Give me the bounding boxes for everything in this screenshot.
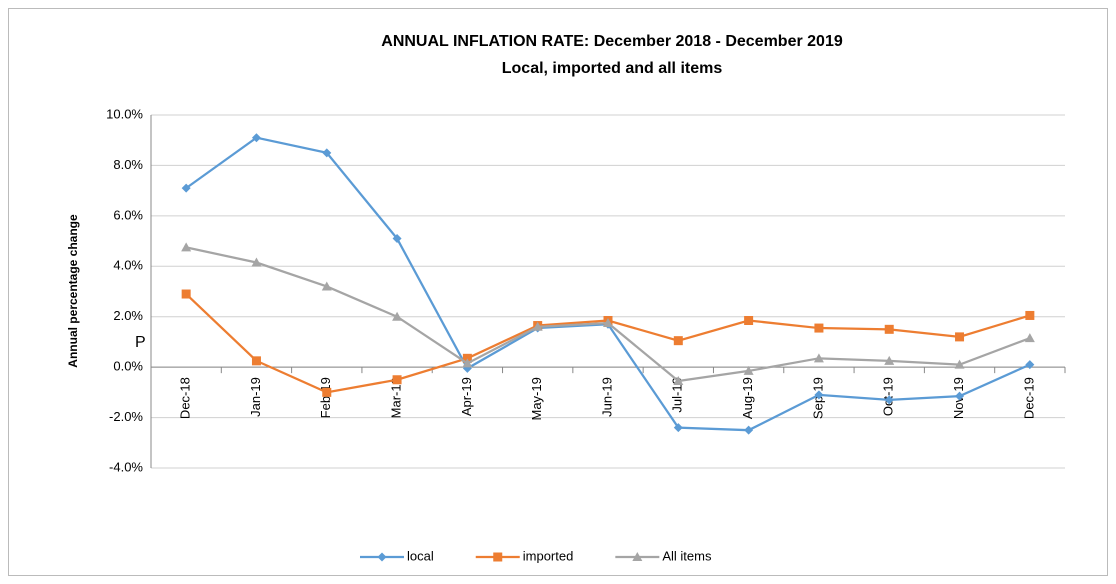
marker <box>955 332 965 342</box>
marker <box>813 353 824 363</box>
marker <box>673 376 684 386</box>
marker <box>955 391 965 401</box>
y-tick-label: -2.0% <box>109 409 143 424</box>
marker <box>954 359 965 369</box>
marker <box>322 148 332 158</box>
x-tick-label: Jun-19 <box>599 377 614 417</box>
marker <box>392 234 402 244</box>
chart-subtitle: Local, imported and all items <box>502 60 723 77</box>
legend-label: local <box>407 548 434 563</box>
marker <box>321 281 332 291</box>
x-tick-label: Jan-19 <box>248 377 263 417</box>
x-tick-label: Mar-19 <box>389 377 404 418</box>
y-tick-label: 0.0% <box>113 359 143 374</box>
marker <box>322 387 332 397</box>
marker <box>1024 333 1035 343</box>
marker <box>377 552 387 562</box>
marker <box>744 425 754 435</box>
marker <box>251 257 262 267</box>
marker <box>392 311 403 321</box>
marker <box>814 323 824 333</box>
x-tick-label: Apr-19 <box>459 377 474 416</box>
marker <box>743 365 754 375</box>
x-tick-label: Feb-19 <box>318 377 333 418</box>
marker <box>673 336 683 346</box>
series <box>181 242 1035 386</box>
x-tick-label: Aug-19 <box>740 377 755 419</box>
legend-label: All items <box>662 548 712 563</box>
marker <box>744 315 754 325</box>
marker <box>603 318 613 328</box>
marker <box>532 321 543 331</box>
x-tick-label: Jul-19 <box>670 377 685 412</box>
marker <box>884 324 894 334</box>
marker <box>884 355 895 365</box>
y-tick-label: 10.0% <box>106 106 143 121</box>
marker <box>632 552 643 561</box>
marker <box>673 423 683 433</box>
marker <box>392 375 402 385</box>
chart-border <box>8 8 1108 576</box>
marker <box>251 133 261 143</box>
annotation: P <box>135 334 146 351</box>
marker <box>493 552 503 562</box>
chart-title: ANNUAL INFLATION RATE: December 2018 - D… <box>381 33 843 50</box>
marker <box>251 356 261 366</box>
y-tick-label: 4.0% <box>113 258 143 273</box>
marker <box>181 289 191 299</box>
y-tick-label: 8.0% <box>113 157 143 172</box>
y-tick-label: -4.0% <box>109 459 143 474</box>
y-tick-label: 6.0% <box>113 207 143 222</box>
marker <box>884 395 894 405</box>
y-axis-label: Annual percentage change <box>66 214 80 368</box>
y-tick-label: 2.0% <box>113 308 143 323</box>
x-tick-label: May-19 <box>529 377 544 420</box>
marker <box>1025 310 1035 320</box>
marker <box>462 358 473 368</box>
marker <box>1025 360 1035 370</box>
marker <box>462 353 472 363</box>
marker <box>181 183 191 193</box>
legend-label: imported <box>523 548 574 563</box>
marker <box>181 242 192 252</box>
marker <box>814 390 824 400</box>
x-tick-label: Dec-19 <box>1021 377 1036 419</box>
x-tick-label: Dec-18 <box>178 377 193 419</box>
